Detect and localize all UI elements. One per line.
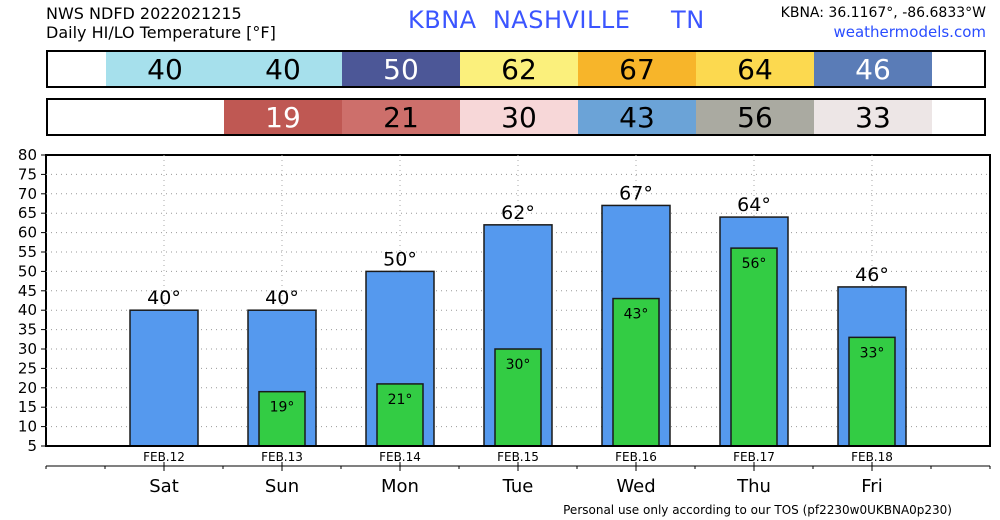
y-tick-label: 35: [18, 321, 37, 339]
low-temp-bar: [376, 383, 424, 447]
high-temp-label: 40°: [147, 287, 181, 309]
chart-title: Daily HI/LO Temperature [°F]: [46, 23, 276, 42]
low-temp-cell-1: 19: [224, 100, 342, 134]
y-tick-label: 80: [18, 146, 37, 164]
low-temp-cell-4: 43: [578, 100, 696, 134]
y-tick-label: 5: [27, 437, 37, 455]
y-tick-label: 10: [18, 418, 37, 436]
station-title: KBNA NASHVILLE TN: [408, 6, 705, 34]
high-temp-cell-2: 40: [224, 52, 342, 86]
y-tick-label: 20: [18, 379, 37, 397]
day-label: Wed: [616, 476, 655, 497]
high-temp-label: 50°: [383, 248, 417, 270]
date-label: FEB.13: [261, 450, 303, 464]
y-tick-label: 75: [18, 165, 37, 183]
low-temp-cell-3: 30: [460, 100, 578, 134]
chart-header-right: KBNA: 36.1167°, -86.6833°W weathermodels…: [781, 4, 986, 42]
day-label: Fri: [861, 476, 882, 497]
date-label: FEB.16: [615, 450, 657, 464]
low-temp-label: 21°: [388, 392, 413, 408]
day-label: Thu: [736, 476, 771, 497]
y-tick-label: 45: [18, 282, 37, 300]
high-temp-label: 40°: [265, 287, 299, 309]
y-tick-label: 25: [18, 359, 37, 377]
high-temp-cell-5: 67: [578, 52, 696, 86]
day-label: Sat: [149, 476, 179, 497]
y-tick-label: 65: [18, 204, 37, 222]
date-label: FEB.12: [143, 450, 185, 464]
low-temp-label: 43°: [624, 307, 649, 323]
y-tick-label: 40: [18, 301, 37, 319]
chart-header-left: NWS NDFD 2022021215 Daily HI/LO Temperat…: [46, 4, 276, 42]
low-temp-label: 19°: [270, 400, 295, 416]
y-tick-label: 55: [18, 243, 37, 261]
footer-disclaimer: Personal use only according to our TOS (…: [563, 503, 952, 517]
y-tick-label: 15: [18, 398, 37, 416]
high-temperature-strip: 40 40 50 62 67 64 46: [46, 50, 986, 88]
low-temp-bar: [494, 348, 542, 447]
y-tick-label: 30: [18, 340, 37, 358]
high-temp-cell-4: 62: [460, 52, 578, 86]
date-label: FEB.17: [733, 450, 775, 464]
day-label: Sun: [265, 476, 299, 497]
y-tick-label: 50: [18, 262, 37, 280]
station-coordinates: KBNA: 36.1167°, -86.6833°W: [780, 5, 986, 21]
model-run-label: NWS NDFD 2022021215: [46, 4, 242, 23]
date-label: FEB.18: [851, 450, 893, 464]
low-temp-cell-5: 56: [696, 100, 814, 134]
y-tick-label: 60: [18, 224, 37, 242]
low-temp-cell-6: 33: [814, 100, 932, 134]
low-temp-bar: [258, 390, 306, 447]
site-link[interactable]: weathermodels.com: [833, 23, 986, 41]
high-temp-bar: [129, 309, 199, 447]
high-temp-label: 62°: [501, 202, 535, 224]
low-temperature-strip: 19 21 30 43 56 33: [46, 98, 986, 136]
low-temp-label: 56°: [742, 256, 767, 272]
date-label: FEB.15: [497, 450, 539, 464]
low-temp-bar: [848, 336, 896, 447]
high-temp-cell-1: 40: [106, 52, 224, 86]
date-label: FEB.14: [379, 450, 421, 464]
high-temp-cell-7: 46: [814, 52, 932, 86]
high-temp-label: 64°: [737, 194, 771, 216]
low-temp-label: 30°: [506, 357, 531, 373]
high-temp-label: 46°: [855, 264, 889, 286]
high-temp-cell-6: 64: [696, 52, 814, 86]
day-label: Tue: [502, 476, 534, 497]
low-temp-cell-2: 21: [342, 100, 460, 134]
low-temp-label: 33°: [860, 345, 885, 361]
y-tick-label: 70: [18, 185, 37, 203]
low-temp-bar: [730, 247, 778, 447]
high-temp-label: 67°: [619, 182, 653, 204]
day-label: Mon: [381, 476, 419, 497]
high-temp-cell-3: 50: [342, 52, 460, 86]
